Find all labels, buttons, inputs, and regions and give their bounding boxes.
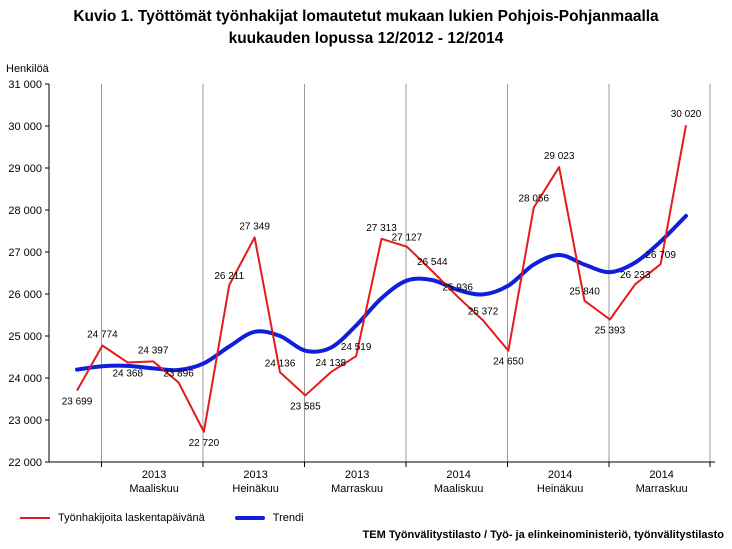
data-label-5: 22 720 bbox=[189, 438, 220, 449]
y-tick-label-9: 31 000 bbox=[8, 79, 42, 91]
data-label-0: 23 699 bbox=[62, 397, 93, 408]
y-tick-label-3: 25 000 bbox=[8, 331, 42, 343]
x-tick-label-year-1: 2013 bbox=[243, 469, 267, 481]
data-label-24: 30 020 bbox=[671, 109, 702, 120]
data-label-1: 24 774 bbox=[87, 329, 118, 340]
data-label-4: 23 896 bbox=[163, 368, 194, 379]
data-label-13: 27 127 bbox=[392, 233, 423, 244]
y-tick-label-7: 29 000 bbox=[8, 163, 42, 175]
x-tick-label-year-0: 2013 bbox=[142, 469, 166, 481]
series-line-trendi bbox=[75, 213, 688, 373]
data-label-2: 24 368 bbox=[112, 369, 143, 380]
x-tick-label-month-0: Maaliskuu bbox=[129, 483, 179, 495]
x-tick-label-month-5: Marraskuu bbox=[636, 483, 688, 495]
data-label-10: 24 138 bbox=[315, 358, 346, 369]
chart-title: Kuvio 1. Työttömät työnhakijat lomautetu… bbox=[0, 6, 732, 50]
data-label-20: 25 840 bbox=[569, 287, 600, 298]
legend-item-series-2: Trendi bbox=[234, 512, 304, 524]
title-line-1: Kuvio 1. Työttömät työnhakijat lomautetu… bbox=[73, 8, 659, 25]
x-tick-label-year-5: 2014 bbox=[649, 469, 673, 481]
data-label-23: 26 709 bbox=[645, 250, 676, 261]
data-label-11: 24 519 bbox=[341, 342, 372, 353]
y-tick-label-4: 26 000 bbox=[8, 289, 42, 301]
legend: Työnhakijoita laskentapäivänä Trendi bbox=[20, 512, 334, 524]
y-axis-label: Henkilöä bbox=[6, 63, 49, 75]
series-line-tyonhakijat bbox=[76, 124, 687, 433]
y-tick-label-5: 27 000 bbox=[8, 247, 42, 259]
x-tick-label-year-3: 2014 bbox=[446, 469, 470, 481]
source-note: TEM Työnvälitystilasto / Työ- ja elinkei… bbox=[362, 529, 724, 541]
data-label-18: 28 056 bbox=[518, 194, 549, 205]
y-tick-label-0: 22 000 bbox=[8, 457, 42, 469]
legend-item-series-1: Työnhakijoita laskentapäivänä bbox=[20, 512, 205, 524]
data-label-14: 26 544 bbox=[417, 257, 448, 268]
data-label-17: 24 650 bbox=[493, 357, 524, 368]
legend-label-series-2: Trendi bbox=[272, 512, 304, 524]
data-label-21: 25 393 bbox=[595, 325, 626, 336]
data-label-15: 25 936 bbox=[442, 283, 473, 294]
data-label-7: 27 349 bbox=[239, 221, 270, 232]
data-label-3: 24 397 bbox=[138, 345, 169, 356]
data-label-16: 25 372 bbox=[468, 306, 499, 317]
x-tick-label-month-2: Marraskuu bbox=[331, 483, 383, 495]
y-tick-label-6: 28 000 bbox=[8, 205, 42, 217]
x-tick-label-month-4: Heinäkuu bbox=[537, 483, 583, 495]
title-line-2: kuukauden lopussa 12/2012 - 12/2014 bbox=[228, 30, 504, 47]
x-tick-label-month-3: Maaliskuu bbox=[434, 483, 484, 495]
y-tick-label-1: 23 000 bbox=[8, 415, 42, 427]
data-label-19: 29 023 bbox=[544, 151, 575, 162]
data-label-22: 26 233 bbox=[620, 270, 651, 281]
legend-swatch-series-1 bbox=[20, 517, 50, 519]
y-tick-label-2: 24 000 bbox=[8, 373, 42, 385]
legend-swatch-series-2 bbox=[234, 516, 265, 520]
x-tick-label-month-1: Heinäkuu bbox=[232, 483, 278, 495]
x-tick-label-year-2: 2013 bbox=[345, 469, 369, 481]
y-tick-label-8: 30 000 bbox=[8, 121, 42, 133]
data-label-12: 27 313 bbox=[366, 223, 397, 234]
data-label-8: 24 136 bbox=[265, 358, 296, 369]
data-label-6: 26 211 bbox=[214, 271, 244, 282]
data-label-9: 23 585 bbox=[290, 401, 321, 412]
x-tick-label-year-4: 2014 bbox=[548, 469, 572, 481]
legend-label-series-1: Työnhakijoita laskentapäivänä bbox=[58, 512, 205, 524]
